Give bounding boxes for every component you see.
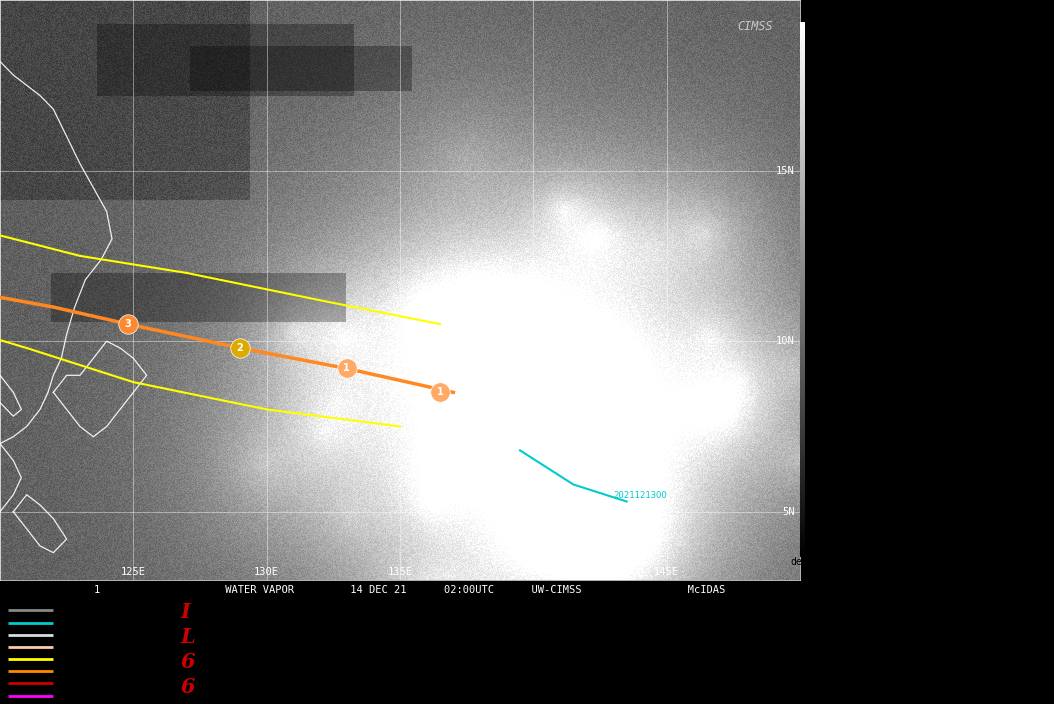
Text: -55: -55 xyxy=(807,438,823,447)
Text: -35: -35 xyxy=(807,286,823,294)
Text: -20: -20 xyxy=(807,171,823,180)
Text: degC: degC xyxy=(790,557,815,567)
Text: CIMSS: CIMSS xyxy=(738,20,774,34)
Text: - Official TCFC Forecast: - Official TCFC Forecast xyxy=(829,328,958,337)
Text: - Hurricane/Typhoon: - Hurricane/Typhoon xyxy=(226,681,345,694)
Text: - Political Boundaries: - Political Boundaries xyxy=(829,149,948,158)
Text: 14DEC2021/06:00UTC  (source:JTWC): 14DEC2021/06:00UTC (source:JTWC) xyxy=(829,364,1007,373)
Text: Legend: Legend xyxy=(839,15,883,27)
Text: 145E: 145E xyxy=(655,567,679,577)
Text: 130E: 130E xyxy=(254,567,279,577)
Text: Category 5: Category 5 xyxy=(61,691,115,700)
Text: Low/Wave: Low/Wave xyxy=(61,606,104,615)
Text: 20211214/073000UTC: 20211214/073000UTC xyxy=(829,77,926,86)
Text: 1: 1 xyxy=(436,387,444,397)
Text: 6: 6 xyxy=(180,653,195,672)
Text: - Invest Area: - Invest Area xyxy=(226,606,300,619)
Text: -45: -45 xyxy=(807,362,823,371)
Text: L: L xyxy=(180,627,195,648)
Text: 1                    WATER VAPOR         14 DEC 21      02:00UTC      UW-CIMSS  : 1 WATER VAPOR 14 DEC 21 02:00UTC UW-CIMS… xyxy=(95,585,725,595)
Text: Category 2: Category 2 xyxy=(61,655,115,664)
Text: 1: 1 xyxy=(344,363,350,373)
Text: - Tropical Storm: - Tropical Storm xyxy=(226,656,318,669)
Text: 6: 6 xyxy=(180,677,195,698)
Text: Tropical Depr: Tropical Depr xyxy=(61,618,132,627)
Text: 5N: 5N xyxy=(782,507,795,517)
Text: 125E: 125E xyxy=(121,567,145,577)
Text: -10: -10 xyxy=(807,95,823,103)
Text: - Working Best Track: - Working Best Track xyxy=(829,220,937,230)
Text: I: I xyxy=(180,603,190,622)
Text: Category 4: Category 4 xyxy=(61,679,115,688)
Text: 15N: 15N xyxy=(776,165,795,175)
Text: 20211213OO: 20211213OO xyxy=(613,491,667,500)
Text: 3: 3 xyxy=(124,319,132,329)
Text: Category 1: Category 1 xyxy=(61,643,115,651)
Text: -65: -65 xyxy=(807,515,823,524)
Text: - Latitude/Longitude: - Latitude/Longitude xyxy=(829,184,937,194)
Text: - Tropical Depression: - Tropical Depression xyxy=(226,631,349,644)
Text: Category 3: Category 3 xyxy=(61,667,115,676)
Text: 13DEC2021/00:00UTC-: 13DEC2021/00:00UTC- xyxy=(829,256,932,265)
Text: Tropical Strm: Tropical Strm xyxy=(61,630,132,639)
Text: 140E: 140E xyxy=(521,567,546,577)
Text: 2: 2 xyxy=(237,343,243,353)
Text: 10N: 10N xyxy=(776,337,795,346)
Text: 135E: 135E xyxy=(388,567,412,577)
Text: 14DEC2021/00:00UTC  (source:JTWC): 14DEC2021/00:00UTC (source:JTWC) xyxy=(829,292,1007,301)
Text: - Water Vapor Image: - Water Vapor Image xyxy=(829,41,932,49)
Text: (w/category): (w/category) xyxy=(254,691,316,700)
